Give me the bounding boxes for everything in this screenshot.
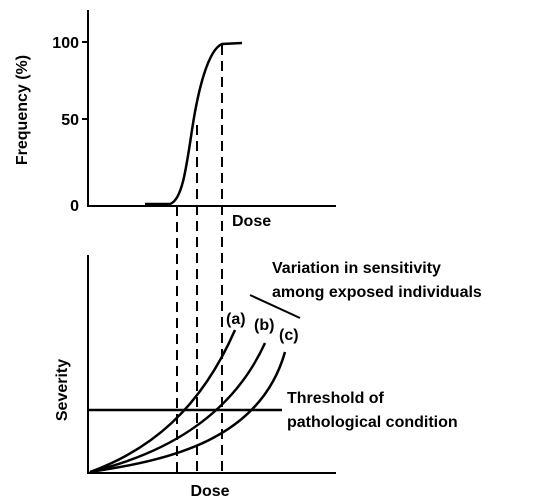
lower-chart: Severity Dose (a) (b) (c) Variation in s… (54, 255, 482, 500)
y-tick-label: 100 (52, 35, 79, 52)
annotation: Variation in sensitivity (272, 260, 441, 277)
x-axis-label: Dose (232, 213, 271, 230)
y-axis-label: Severity (54, 359, 71, 421)
curve-label: (c) (279, 327, 299, 344)
bracket (249, 294, 301, 319)
curve-a (89, 329, 237, 474)
y-tick-label: 50 (61, 112, 79, 129)
annotation: pathological condition (287, 414, 458, 431)
annotation: among exposed individuals (272, 284, 482, 301)
frequency-curve (145, 41, 243, 206)
y-tick-label: 0 (70, 198, 79, 215)
curve-b (89, 342, 267, 474)
curve-label: (a) (226, 311, 246, 328)
y-axis-label: Frequency (%) (14, 55, 31, 165)
curve-label: (b) (254, 317, 274, 334)
x-axis-label: Dose (190, 483, 229, 500)
upper-chart: 100 50 0 Frequency (%) Dose (14, 10, 336, 230)
annotation: Threshold of (287, 390, 385, 407)
curve-c (89, 351, 287, 474)
